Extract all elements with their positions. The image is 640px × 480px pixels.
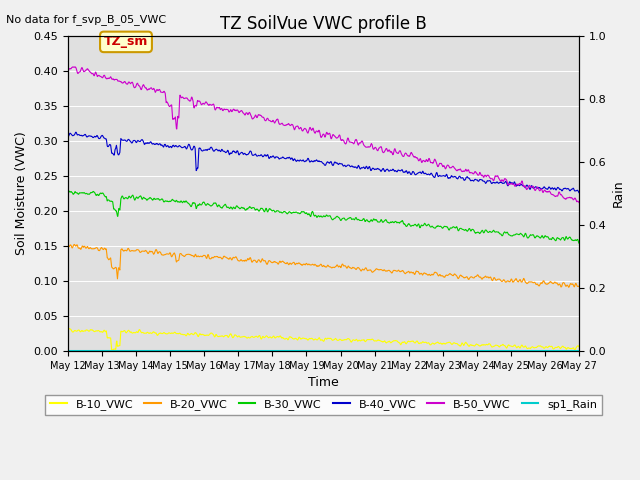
B-50_VWC bbox=[125, 79, 132, 85]
sp1_Rain bbox=[355, 348, 363, 353]
B-30_VWC bbox=[125, 194, 132, 200]
B-50_VWC bbox=[71, 64, 79, 70]
B-20_VWC bbox=[125, 246, 132, 252]
Y-axis label: Rain: Rain bbox=[612, 180, 625, 207]
sp1_Rain bbox=[281, 348, 289, 353]
B-50_VWC bbox=[301, 125, 308, 131]
Line: B-50_VWC: B-50_VWC bbox=[68, 67, 579, 203]
B-20_VWC bbox=[355, 265, 363, 271]
X-axis label: Time: Time bbox=[308, 376, 339, 389]
B-40_VWC bbox=[72, 129, 80, 135]
B-50_VWC bbox=[64, 68, 72, 73]
sp1_Rain bbox=[292, 348, 300, 353]
B-30_VWC bbox=[355, 217, 363, 223]
Line: B-30_VWC: B-30_VWC bbox=[68, 191, 579, 243]
B-40_VWC bbox=[355, 164, 363, 169]
sp1_Rain bbox=[301, 348, 308, 353]
B-40_VWC bbox=[282, 156, 289, 161]
Y-axis label: Soil Moisture (VWC): Soil Moisture (VWC) bbox=[15, 132, 28, 255]
B-50_VWC bbox=[282, 122, 289, 128]
B-40_VWC bbox=[64, 134, 72, 140]
B-30_VWC bbox=[64, 191, 72, 197]
B-50_VWC bbox=[292, 124, 300, 130]
B-40_VWC bbox=[125, 137, 132, 143]
B-30_VWC bbox=[301, 210, 308, 216]
B-30_VWC bbox=[65, 188, 73, 194]
B-10_VWC bbox=[125, 328, 133, 334]
Text: No data for f_svp_B_05_VWC: No data for f_svp_B_05_VWC bbox=[6, 14, 166, 25]
B-50_VWC bbox=[355, 141, 363, 146]
sp1_Rain bbox=[104, 348, 111, 353]
Text: TZ_sm: TZ_sm bbox=[104, 36, 148, 48]
B-30_VWC bbox=[292, 209, 300, 215]
B-10_VWC bbox=[64, 326, 72, 332]
B-20_VWC bbox=[64, 243, 72, 249]
B-10_VWC bbox=[65, 326, 73, 332]
B-30_VWC bbox=[575, 240, 583, 246]
B-10_VWC bbox=[282, 336, 289, 342]
B-50_VWC bbox=[575, 200, 583, 205]
B-20_VWC bbox=[104, 255, 112, 261]
Line: B-10_VWC: B-10_VWC bbox=[68, 329, 579, 350]
B-10_VWC bbox=[292, 336, 300, 342]
B-40_VWC bbox=[301, 159, 308, 165]
B-10_VWC bbox=[301, 336, 309, 342]
B-20_VWC bbox=[575, 283, 583, 289]
B-40_VWC bbox=[575, 190, 583, 195]
B-40_VWC bbox=[104, 144, 112, 149]
B-20_VWC bbox=[292, 262, 300, 267]
sp1_Rain bbox=[575, 348, 583, 353]
B-10_VWC bbox=[104, 335, 112, 341]
Title: TZ SoilVue VWC profile B: TZ SoilVue VWC profile B bbox=[220, 15, 427, 33]
B-40_VWC bbox=[292, 158, 300, 164]
B-20_VWC bbox=[301, 262, 308, 267]
B-10_VWC bbox=[108, 348, 116, 353]
Line: B-20_VWC: B-20_VWC bbox=[68, 244, 579, 288]
B-20_VWC bbox=[565, 285, 573, 290]
B-20_VWC bbox=[282, 261, 289, 266]
sp1_Rain bbox=[125, 348, 132, 353]
Legend: B-10_VWC, B-20_VWC, B-30_VWC, B-40_VWC, B-50_VWC, sp1_Rain: B-10_VWC, B-20_VWC, B-30_VWC, B-40_VWC, … bbox=[45, 395, 602, 415]
B-20_VWC bbox=[70, 241, 78, 247]
B-30_VWC bbox=[104, 197, 112, 203]
Line: B-40_VWC: B-40_VWC bbox=[68, 132, 579, 192]
B-50_VWC bbox=[104, 75, 112, 81]
B-30_VWC bbox=[282, 209, 289, 215]
sp1_Rain bbox=[64, 348, 72, 353]
B-10_VWC bbox=[575, 344, 583, 349]
B-10_VWC bbox=[356, 337, 364, 343]
